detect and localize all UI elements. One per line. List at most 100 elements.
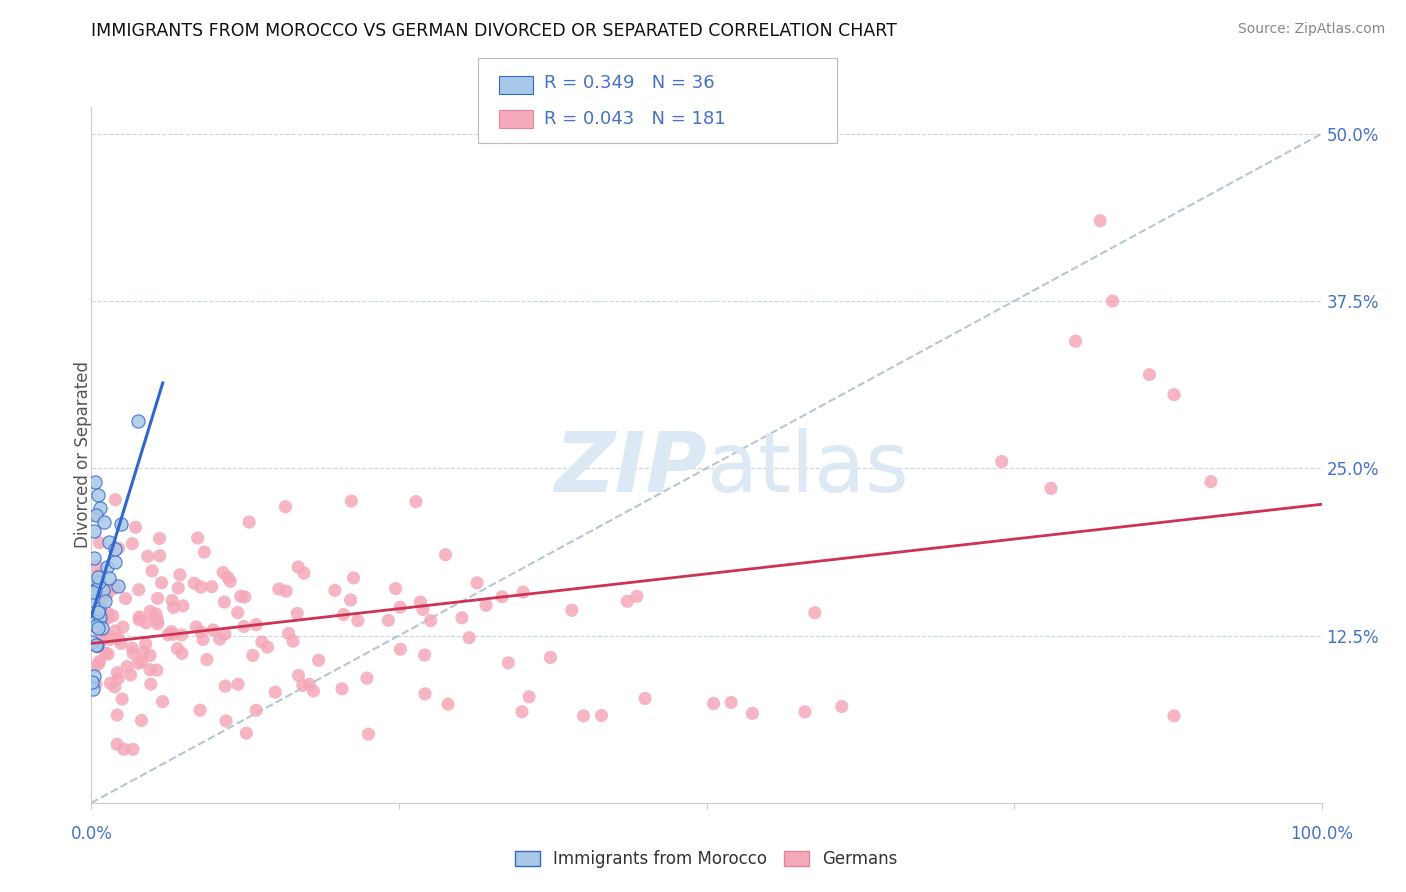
Point	[131, 655, 153, 669]
Point	[219, 574, 242, 589]
Point	[167, 581, 190, 595]
Point	[214, 627, 236, 641]
Point	[98, 632, 121, 647]
Point	[110, 636, 132, 650]
Point	[377, 613, 399, 627]
Point	[540, 650, 562, 665]
Point	[413, 687, 436, 701]
Point	[128, 610, 150, 624]
Point	[357, 727, 380, 741]
Point	[107, 578, 129, 592]
Point	[82, 585, 104, 599]
Point	[226, 606, 249, 620]
Point	[96, 560, 118, 574]
Point	[389, 642, 412, 657]
Point	[804, 606, 827, 620]
Point	[146, 591, 169, 606]
Point	[91, 632, 114, 647]
Point	[157, 628, 180, 642]
Point	[437, 697, 460, 711]
Point	[298, 677, 321, 691]
Point	[202, 623, 225, 637]
Text: 100.0%: 100.0%	[1291, 825, 1353, 843]
Point	[1039, 482, 1063, 496]
Point	[104, 580, 127, 594]
Point	[84, 660, 107, 674]
Point	[323, 583, 346, 598]
Point	[188, 703, 211, 717]
Point	[214, 679, 236, 693]
Point	[135, 615, 157, 630]
Point	[160, 624, 183, 639]
Point	[105, 665, 128, 680]
Point	[572, 708, 595, 723]
Point	[162, 600, 184, 615]
Point	[141, 564, 163, 578]
Point	[160, 593, 183, 607]
Point	[256, 640, 278, 655]
Point	[107, 632, 129, 646]
Point	[276, 584, 298, 599]
Point	[101, 608, 124, 623]
Point	[245, 703, 267, 717]
Point	[104, 555, 127, 569]
Point	[1163, 388, 1185, 402]
Point	[94, 646, 117, 660]
Point	[80, 635, 103, 649]
Point	[84, 677, 107, 691]
Point	[232, 619, 254, 633]
Point	[87, 568, 110, 582]
Point	[170, 628, 193, 642]
Point	[287, 560, 309, 574]
Point	[1101, 294, 1123, 309]
Point	[83, 508, 105, 523]
Point	[152, 695, 174, 709]
Text: R = 0.349   N = 36: R = 0.349 N = 36	[544, 74, 714, 92]
Text: Source: ZipAtlas.com: Source: ZipAtlas.com	[1237, 22, 1385, 37]
Point	[626, 589, 648, 603]
Point	[190, 580, 212, 594]
Point	[94, 590, 117, 604]
Point	[89, 626, 111, 640]
Point	[342, 571, 364, 585]
Point	[208, 632, 231, 646]
Point	[170, 646, 193, 660]
Point	[139, 663, 162, 677]
Text: atlas: atlas	[706, 428, 908, 509]
Y-axis label: Divorced or Separated: Divorced or Separated	[75, 361, 91, 549]
Point	[235, 726, 257, 740]
Point	[111, 692, 134, 706]
Point	[98, 676, 121, 690]
Point	[146, 613, 169, 627]
Point	[741, 706, 763, 721]
Point	[162, 627, 184, 641]
Point	[94, 610, 117, 624]
Point	[94, 594, 117, 608]
Point	[150, 575, 173, 590]
Point	[356, 671, 378, 685]
Point	[86, 640, 108, 654]
Point	[148, 532, 170, 546]
Point	[291, 678, 314, 692]
Point	[97, 535, 120, 549]
Point	[229, 590, 252, 604]
Point	[96, 588, 118, 602]
Point	[87, 657, 110, 671]
Point	[121, 641, 143, 656]
Point	[242, 648, 264, 663]
Point	[215, 714, 238, 728]
Point	[104, 541, 127, 556]
Point	[104, 624, 127, 638]
Point	[105, 708, 128, 723]
Point	[720, 696, 742, 710]
Point	[226, 677, 249, 691]
Point	[128, 613, 150, 627]
Point	[87, 621, 110, 635]
Point	[83, 524, 105, 539]
Point	[82, 583, 104, 598]
Point	[86, 488, 108, 502]
Point	[127, 656, 149, 670]
Point	[110, 517, 132, 532]
Legend: Immigrants from Morocco, Germans: Immigrants from Morocco, Germans	[509, 843, 904, 874]
Point	[475, 599, 498, 613]
